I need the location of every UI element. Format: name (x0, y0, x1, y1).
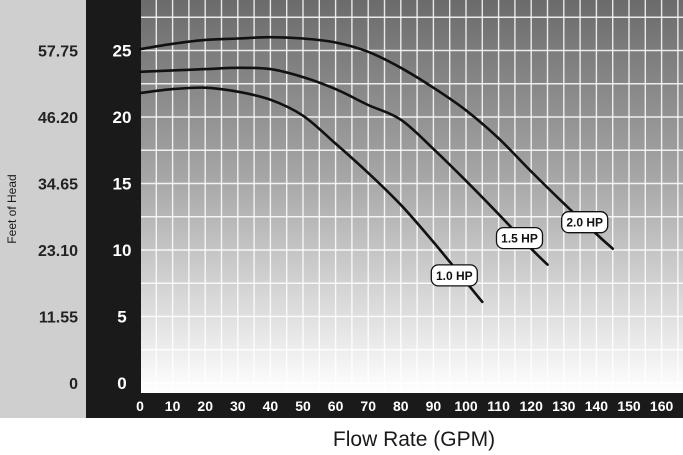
psi-tick-label: 20 (113, 108, 132, 127)
psi-tick-label: 15 (113, 175, 132, 194)
plot-area (141, 0, 683, 393)
x-tick-label: 60 (328, 398, 344, 414)
series-label-text: 1.0 HP (436, 269, 473, 283)
psi-axis-title: PSI (91, 200, 103, 218)
feet-tick-label: 11.55 (39, 310, 78, 327)
series-label-box (495, 226, 544, 250)
feet-tick-label: 46.20 (38, 110, 78, 127)
feet-tick-label: 57.75 (38, 44, 78, 61)
x-tick-label: 120 (520, 398, 544, 414)
grid-lines (141, 0, 683, 393)
feet-tick-label: 0 (69, 376, 78, 393)
x-tick-label: 130 (552, 398, 576, 414)
psi-tick-label: 25 (113, 42, 132, 61)
series-line (138, 35, 614, 250)
series-label-box (561, 211, 609, 234)
psi-tick-label: 5 (117, 308, 126, 327)
x-tick-label: 10 (165, 398, 181, 414)
feet-of-head-ticks: 0 11.55 23.10 34.65 46.20 57.75 (38, 44, 78, 394)
x-axis-title: Flow Rate (GPM) (333, 428, 495, 451)
series-label: 2.0 HP (561, 211, 609, 234)
x-tick-label: 80 (393, 398, 409, 414)
psi-ticks: 0 5 10 15 20 25 (113, 42, 132, 394)
x-tick-label: 50 (295, 398, 311, 414)
psi-tick-label: 10 (113, 241, 132, 260)
x-axis-panel (86, 393, 683, 418)
flow-rate-ticks: 0 10 20 30 40 50 60 70 80 90 100 110 120 130 140 150 160 (136, 398, 673, 414)
x-tick-label: 70 (360, 398, 376, 414)
x-tick-label: 20 (197, 398, 213, 414)
series-label-text: 2.0 HP (566, 216, 603, 230)
x-tick-label: 160 (650, 398, 674, 414)
series-label-text: 1.5 HP (501, 232, 538, 246)
feet-tick-label: 34.65 (38, 177, 78, 194)
series-line (138, 66, 549, 266)
series-line (138, 86, 484, 304)
psi-tick-label: 0 (117, 374, 126, 393)
psi-axis-panel (86, 0, 141, 418)
series-label: 1.5 HP (495, 226, 544, 250)
x-tick-label: 40 (263, 398, 279, 414)
feet-tick-label: 23.10 (38, 243, 78, 260)
x-tick-label: 150 (617, 398, 641, 414)
feet-axis-panel (0, 0, 86, 418)
x-tick-label: 90 (426, 398, 442, 414)
series-label-box (430, 264, 478, 287)
x-tick-label: 140 (585, 398, 609, 414)
series-label: 1.0 HP (430, 264, 478, 287)
x-tick-label: 100 (454, 398, 478, 414)
series-labels: 1.0 HP 1.5 HP 2.0 HP (430, 211, 609, 287)
feet-axis-title: Feet of Head (5, 174, 19, 243)
x-tick-label: 30 (230, 398, 246, 414)
x-tick-label: 110 (487, 398, 510, 414)
series-lines (138, 35, 614, 304)
x-tick-label: 0 (136, 398, 144, 414)
